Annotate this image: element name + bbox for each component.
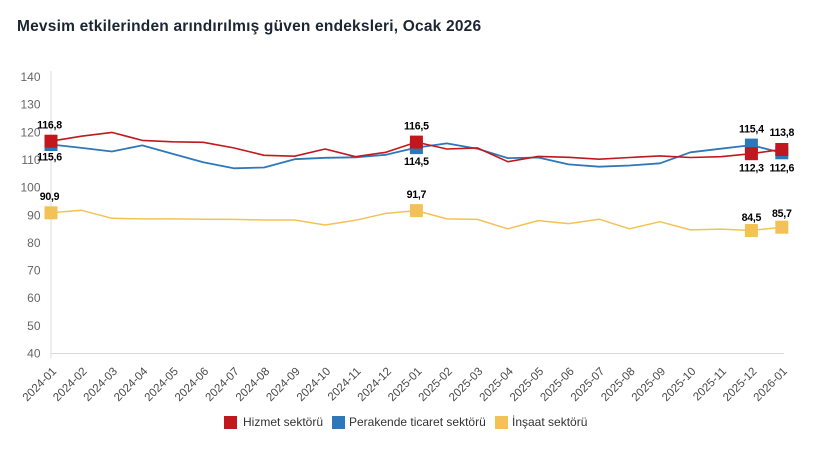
svg-text:2026-01: 2026-01 — [752, 366, 790, 404]
svg-text:84,5: 84,5 — [742, 212, 762, 224]
svg-text:130: 130 — [20, 98, 40, 112]
svg-text:90,9: 90,9 — [40, 191, 60, 203]
svg-text:2025-10: 2025-10 — [660, 366, 698, 404]
svg-text:115,6: 115,6 — [37, 152, 62, 164]
svg-text:60: 60 — [27, 291, 41, 305]
svg-text:112,3: 112,3 — [739, 163, 764, 175]
svg-text:116,8: 116,8 — [37, 120, 62, 132]
svg-text:113,8: 113,8 — [769, 127, 794, 139]
svg-text:91,7: 91,7 — [407, 189, 427, 201]
svg-text:112,6: 112,6 — [769, 162, 794, 174]
svg-text:50: 50 — [27, 319, 41, 333]
svg-text:100: 100 — [20, 181, 40, 195]
svg-text:114,5: 114,5 — [404, 156, 429, 168]
svg-text:110: 110 — [21, 153, 40, 167]
svg-text:40: 40 — [27, 347, 41, 361]
svg-text:85,7: 85,7 — [772, 208, 792, 220]
svg-text:2024-10: 2024-10 — [295, 366, 333, 404]
svg-text:115,4: 115,4 — [739, 123, 764, 135]
svg-text:140: 140 — [20, 70, 40, 84]
svg-text:120: 120 — [20, 125, 40, 139]
svg-text:80: 80 — [27, 236, 41, 250]
svg-text:116,5: 116,5 — [404, 120, 429, 132]
svg-text:70: 70 — [27, 264, 41, 278]
svg-text:90: 90 — [27, 208, 41, 222]
